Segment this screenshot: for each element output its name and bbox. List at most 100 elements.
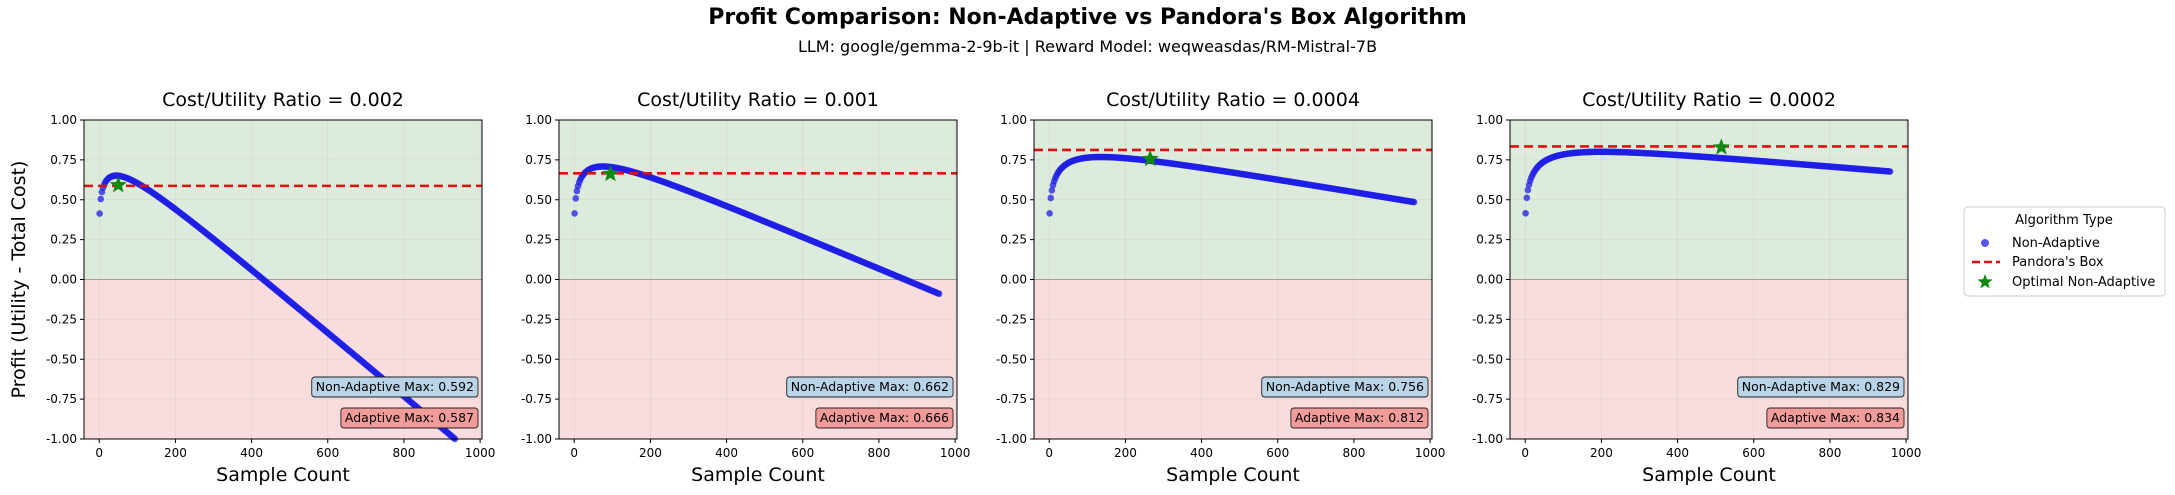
subplot-title: Cost/Utility Ratio = 0.001 — [637, 89, 879, 111]
x-tick-label: 0 — [1521, 446, 1529, 460]
figure-subtitle: LLM: google/gemma-2-9b-it | Reward Model… — [797, 37, 1378, 56]
y-tick-label: 0.75 — [50, 153, 77, 167]
adaptive-max-box-label: Adaptive Max: 0.666 — [820, 410, 949, 425]
data-point — [1522, 209, 1529, 217]
x-tick-label: 400 — [240, 446, 263, 460]
x-tick-label: 1000 — [1415, 446, 1446, 460]
y-tick-label: -0.75 — [46, 392, 77, 406]
subplot-title: Cost/Utility Ratio = 0.002 — [162, 89, 404, 111]
y-tick-label: 0.25 — [525, 233, 552, 247]
data-point — [97, 195, 105, 203]
adaptive-max-box-label: Adaptive Max: 0.834 — [1771, 410, 1900, 425]
legend-label-nonadaptive: Non-Adaptive — [2012, 236, 2100, 251]
legend-label-optimal: Optimal Non-Adaptive — [2012, 275, 2155, 290]
y-tick-label: -1.00 — [996, 432, 1027, 446]
y-tick-label: 1.00 — [1000, 113, 1027, 127]
y-tick-label: -0.50 — [1472, 352, 1503, 366]
nonadaptive-max-box-label: Non-Adaptive Max: 0.592 — [316, 379, 474, 394]
nonadaptive-max-box: Non-Adaptive Max: 0.829 — [1737, 376, 1905, 398]
nonadaptive-max-box: Non-Adaptive Max: 0.662 — [786, 376, 954, 398]
nonadaptive-series — [1522, 148, 1894, 217]
subplot-3: 0 200 400 600 800 1000 -1.00 -0.75 -0.50 -0.25 0.0… — [996, 89, 1445, 486]
y-tick-label: 0.75 — [1000, 153, 1027, 167]
data-point — [1886, 168, 1894, 175]
nonadaptive-max-box-bg — [1261, 376, 1429, 398]
y-tick-label: -1.00 — [46, 432, 77, 446]
y-tick-label: 1.00 — [1476, 113, 1503, 127]
x-axis-label: Sample Count — [1642, 464, 1776, 486]
y-tick-label: 0.75 — [1476, 153, 1503, 167]
y-tick-label: 0.75 — [525, 153, 552, 167]
adaptive-max-box: Adaptive Max: 0.587 — [340, 407, 479, 429]
y-tick-label: -0.75 — [1472, 392, 1503, 406]
y-tick-label: 0.25 — [50, 233, 77, 247]
adaptive-max-box: Adaptive Max: 0.666 — [815, 407, 954, 429]
y-tick-label: 0.00 — [525, 273, 552, 287]
y-tick-label: -0.75 — [996, 392, 1027, 406]
data-point — [571, 210, 578, 217]
nonadaptive-max-box-bg — [311, 376, 479, 398]
y-tick-label: -1.00 — [521, 432, 552, 446]
legend: Algorithm Type Non-Adaptive Pandora's Box O… — [1963, 206, 2166, 297]
optimal-star — [109, 176, 127, 193]
x-axis-label: Sample Count — [691, 464, 825, 486]
legend-marker-optimal — [1977, 274, 1993, 289]
x-tick-label: 800 — [1342, 446, 1365, 460]
x-tick-label: 600 — [1742, 446, 1765, 460]
nonadaptive-max-box: Non-Adaptive Max: 0.592 — [311, 376, 479, 398]
nonadaptive-max-box-label: Non-Adaptive Max: 0.829 — [1742, 379, 1900, 394]
y-axis-label: Profit (Utility - Total Cost) — [8, 161, 30, 399]
nonadaptive-max-box-bg — [1737, 376, 1905, 398]
x-tick-label: 1000 — [1891, 446, 1922, 460]
data-point — [572, 195, 580, 202]
adaptive-max-box-label: Adaptive Max: 0.812 — [1295, 410, 1424, 425]
subplot-title: Cost/Utility Ratio = 0.0004 — [1106, 89, 1360, 111]
data-point — [96, 210, 103, 217]
data-point — [1047, 194, 1055, 202]
x-tick-label: 600 — [1266, 446, 1289, 460]
x-tick-label: 600 — [791, 446, 814, 460]
x-tick-label: 0 — [570, 446, 578, 460]
x-tick-label: 800 — [867, 446, 890, 460]
legend-label-pandora: Pandora's Box — [2012, 255, 2104, 270]
adaptive-max-box-bg — [815, 407, 954, 429]
x-tick-label: 200 — [1114, 446, 1137, 460]
y-tick-label: -0.50 — [996, 352, 1027, 366]
x-tick-label: 400 — [715, 446, 738, 460]
x-tick-label: 1000 — [465, 446, 496, 460]
nonadaptive-max-box: Non-Adaptive Max: 0.756 — [1261, 376, 1429, 398]
y-tick-label: -0.50 — [46, 352, 77, 366]
x-tick-label: 200 — [639, 446, 662, 460]
x-tick-label: 200 — [1590, 446, 1613, 460]
nonadaptive-max-box-bg — [786, 376, 954, 398]
y-tick-label: -0.50 — [521, 352, 552, 366]
x-axis-label: Sample Count — [216, 464, 350, 486]
y-tick-label: 0.50 — [1476, 193, 1503, 207]
optimal-star — [601, 164, 619, 182]
nonadaptive-max-box-label: Non-Adaptive Max: 0.756 — [1266, 379, 1424, 394]
adaptive-max-box: Adaptive Max: 0.812 — [1290, 407, 1429, 429]
legend-title: Algorithm Type — [2015, 213, 2113, 228]
subplot-title: Cost/Utility Ratio = 0.0002 — [1582, 89, 1836, 111]
y-tick-label: 0.00 — [1476, 273, 1503, 287]
x-tick-label: 800 — [392, 446, 415, 460]
nonadaptive-series — [571, 163, 943, 298]
y-tick-label: 1.00 — [50, 113, 77, 127]
adaptive-max-box: Adaptive Max: 0.834 — [1766, 407, 1905, 429]
y-tick-label: 1.00 — [525, 113, 552, 127]
y-tick-label: 0.50 — [1000, 193, 1027, 207]
y-tick-label: 0.25 — [1476, 233, 1503, 247]
data-point — [935, 290, 943, 298]
adaptive-max-box-bg — [1766, 407, 1905, 429]
optimal-star — [1141, 149, 1159, 167]
x-axis-label: Sample Count — [1166, 464, 1300, 486]
y-tick-label: 0.25 — [1000, 233, 1027, 247]
x-tick-label: 0 — [95, 446, 103, 460]
y-tick-label: -0.25 — [1472, 312, 1503, 326]
subplot-2: 0 200 400 600 800 1000 -1.00 -0.75 -0.50 -0.25 0.0… — [521, 89, 970, 486]
x-tick-label: 800 — [1818, 446, 1841, 460]
adaptive-max-box-bg — [340, 407, 479, 429]
y-tick-label: 0.50 — [525, 193, 552, 207]
x-tick-label: 400 — [1666, 446, 1689, 460]
